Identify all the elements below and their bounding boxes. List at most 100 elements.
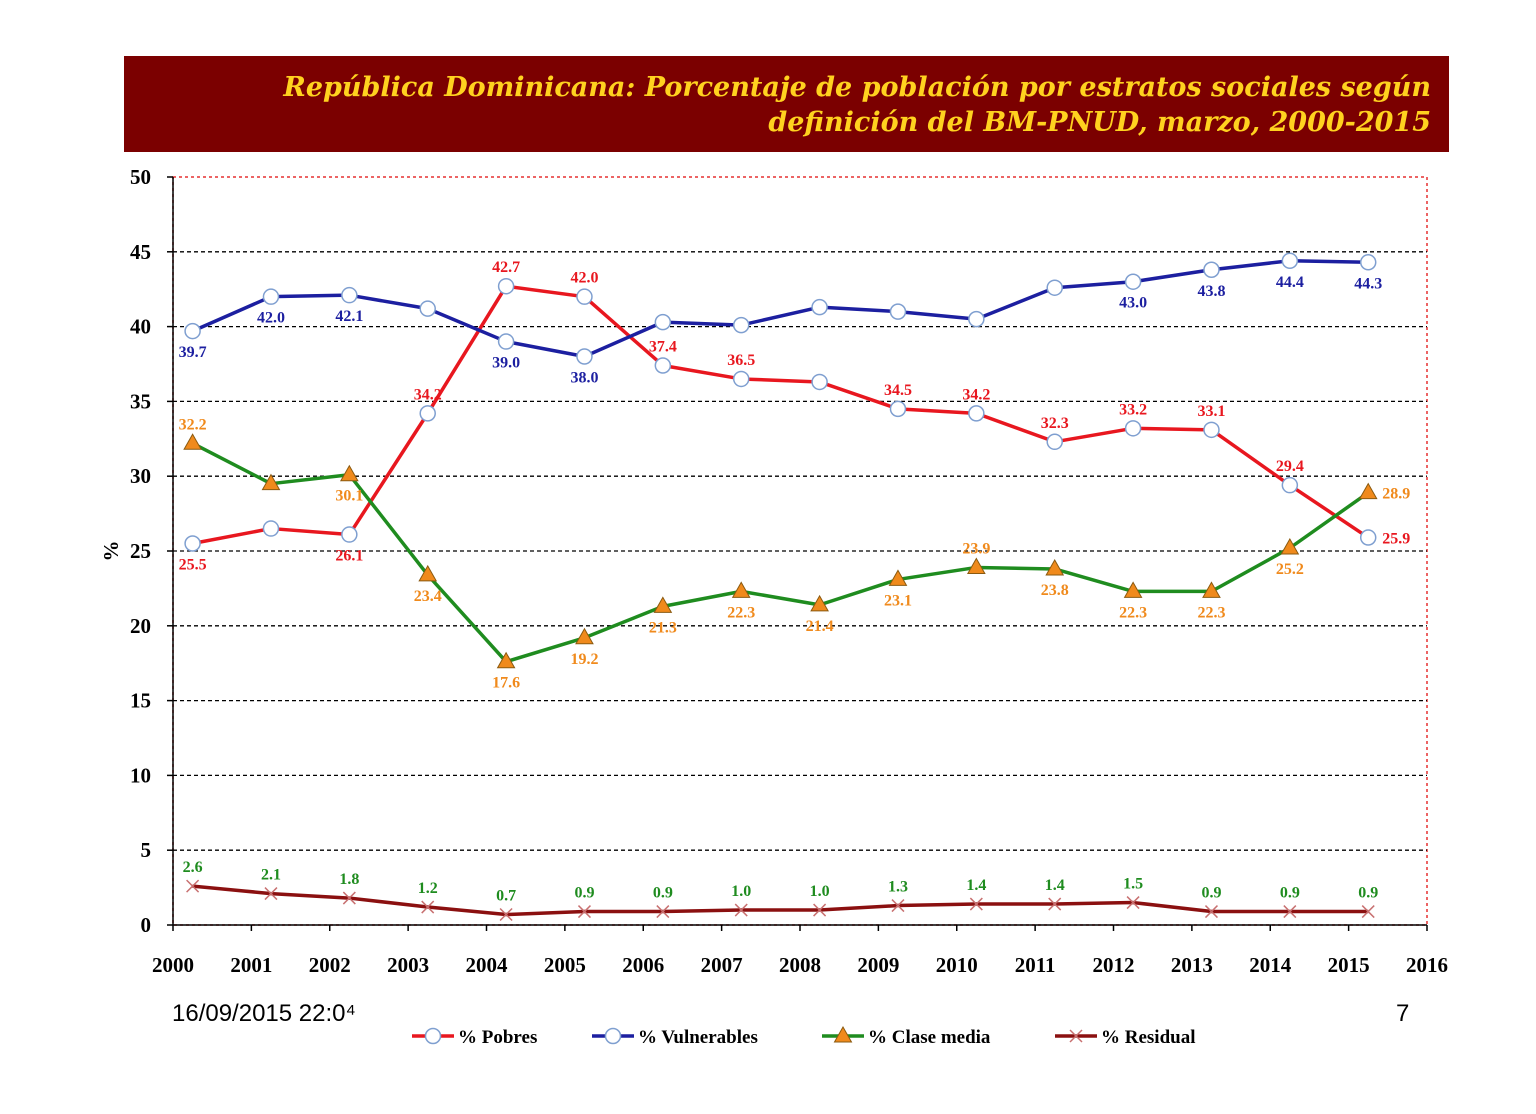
data-point xyxy=(1069,1029,1083,1043)
data-label: 25.9 xyxy=(1382,531,1410,548)
data-label: 0.9 xyxy=(1358,885,1378,902)
legend-label: % Vulnerables xyxy=(638,1027,758,1048)
x-tick-label: 2014 xyxy=(1249,953,1292,977)
data-label: 36.5 xyxy=(727,352,755,369)
data-label: 39.0 xyxy=(492,355,520,372)
data-point xyxy=(1281,476,1299,494)
data-label: 44.3 xyxy=(1354,275,1382,292)
data-label: 42.0 xyxy=(257,310,285,327)
x-tick-label: 2010 xyxy=(936,953,978,977)
data-point xyxy=(496,651,516,669)
series-pobres xyxy=(184,277,1377,552)
data-point xyxy=(577,905,591,919)
y-tick-label: 50 xyxy=(130,165,151,189)
chart-title-banner: República Dominicana: Porcentaje de pobl… xyxy=(124,56,1449,152)
legend-item: % Vulnerables xyxy=(592,1027,758,1048)
data-point xyxy=(813,903,827,917)
data-label: 23.4 xyxy=(414,588,442,605)
data-point xyxy=(499,907,513,922)
data-point xyxy=(264,887,278,901)
x-tick-label: 2011 xyxy=(1015,953,1056,977)
data-point xyxy=(575,627,594,645)
y-tick-label: 20 xyxy=(130,614,151,638)
data-point xyxy=(1045,558,1065,576)
data-point xyxy=(419,300,436,317)
series-clase-media xyxy=(183,433,1378,669)
legend-label: % Pobres xyxy=(458,1027,537,1048)
data-label: 32.3 xyxy=(1041,415,1069,432)
y-tick-label: 35 xyxy=(130,389,151,413)
data-point xyxy=(888,569,908,586)
data-point xyxy=(889,303,907,320)
y-tick-label: 30 xyxy=(130,464,151,488)
data-label: 0.9 xyxy=(653,885,673,902)
data-label: 21.4 xyxy=(806,618,834,635)
y-tick-label: 40 xyxy=(130,315,151,339)
data-point xyxy=(810,594,829,612)
x-tick-label: 2002 xyxy=(309,953,351,977)
data-point xyxy=(339,464,359,482)
data-label: 34.2 xyxy=(414,386,442,403)
data-point xyxy=(1203,261,1220,279)
x-tick-label: 2012 xyxy=(1093,953,1135,977)
data-label: 1.4 xyxy=(1045,877,1065,894)
data-point xyxy=(419,405,436,422)
data-point xyxy=(968,310,985,328)
data-label: 34.5 xyxy=(884,382,912,399)
legend-label: % Residual xyxy=(1101,1027,1196,1048)
y-tick-label: 5 xyxy=(141,838,152,862)
data-point xyxy=(184,535,201,552)
data-label: 23.1 xyxy=(884,592,912,609)
series-line xyxy=(192,284,1370,546)
page-number: 7 xyxy=(1396,1000,1410,1027)
data-label: 25.5 xyxy=(179,557,207,574)
data-label: 1.4 xyxy=(966,877,986,894)
data-point xyxy=(653,596,673,613)
legend-item: % Residual xyxy=(1055,1027,1196,1048)
x-tick-label: 2007 xyxy=(701,953,743,977)
data-point xyxy=(969,897,983,911)
data-point xyxy=(1046,433,1063,451)
data-label: 19.2 xyxy=(570,651,598,668)
data-label: 1.8 xyxy=(339,871,359,888)
data-point xyxy=(1048,897,1062,911)
data-label: 37.4 xyxy=(649,338,677,355)
legend: % Pobres % Vulnerables % Clase media % Resi… xyxy=(412,1025,1196,1048)
y-tick-label: 25 xyxy=(130,539,151,563)
data-point xyxy=(732,316,750,334)
y-tick-label: 10 xyxy=(130,763,151,787)
data-point xyxy=(1124,273,1142,290)
data-label: 44.4 xyxy=(1276,274,1304,291)
data-label: 0.9 xyxy=(1280,885,1300,902)
data-point xyxy=(1283,905,1297,919)
data-point xyxy=(1123,581,1143,598)
data-label: 32.2 xyxy=(179,416,207,433)
data-point xyxy=(1359,254,1377,271)
data-label: 22.3 xyxy=(1197,604,1225,621)
data-point xyxy=(1361,905,1375,919)
data-point xyxy=(183,433,202,450)
data-point xyxy=(656,905,670,919)
y-tick-label: 45 xyxy=(130,240,151,264)
chart-title: República Dominicana: Porcentaje de pobl… xyxy=(283,72,1431,138)
data-point xyxy=(811,298,828,316)
x-tick-label: 2009 xyxy=(857,953,899,977)
data-point xyxy=(889,400,907,418)
data-label: 38.0 xyxy=(570,370,598,387)
data-label: 1.2 xyxy=(418,880,438,897)
data-point xyxy=(833,1025,853,1043)
data-label: 42.0 xyxy=(570,270,598,287)
y-tick-label: 15 xyxy=(130,689,151,713)
data-label: 26.1 xyxy=(335,548,363,565)
data-point xyxy=(1280,537,1300,555)
data-label: 33.2 xyxy=(1119,401,1147,418)
data-label: 33.1 xyxy=(1197,403,1225,420)
data-point xyxy=(1281,252,1299,270)
data-point xyxy=(1202,581,1221,598)
data-label: 43.0 xyxy=(1119,295,1147,312)
data-point xyxy=(654,313,672,331)
data-point xyxy=(654,357,672,374)
data-label: 29.4 xyxy=(1276,458,1304,475)
x-tick-label: 2016 xyxy=(1406,953,1448,977)
